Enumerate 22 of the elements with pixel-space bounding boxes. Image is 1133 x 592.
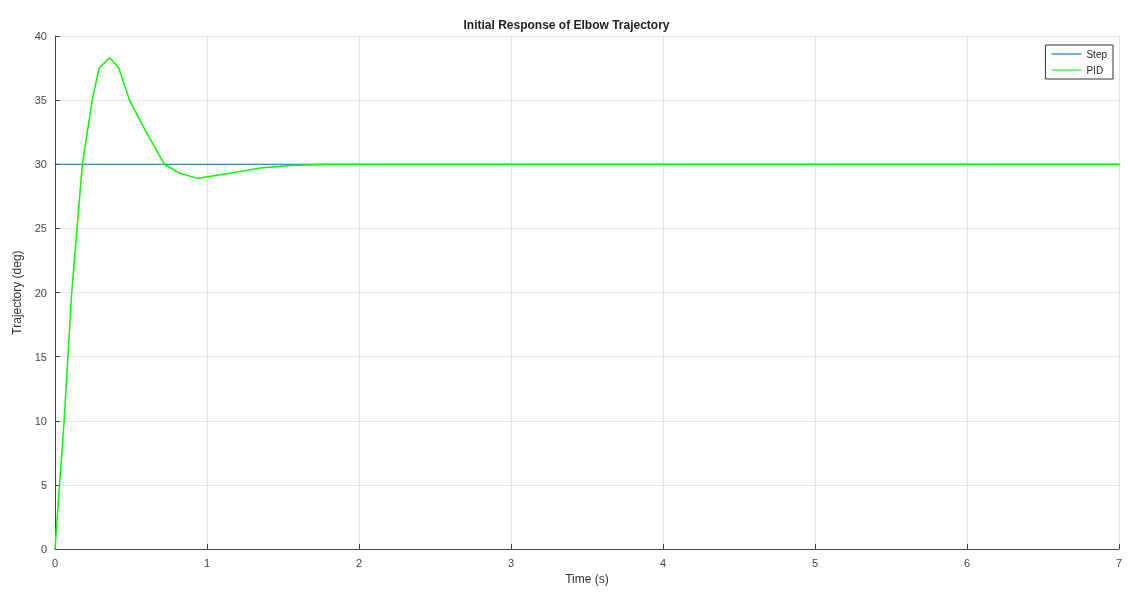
y-tick-label: 20 (34, 286, 47, 299)
x-tick-label: 5 (811, 556, 819, 569)
x-tick-label: 4 (659, 556, 667, 569)
y-tick-label: 10 (34, 414, 47, 427)
x-tick-label: 6 (963, 556, 971, 569)
y-tick-label: 5 (40, 478, 47, 491)
y-tick-label: 25 (34, 222, 47, 235)
y-tick-label: 35 (34, 94, 47, 107)
legend-label: Step (1086, 48, 1108, 60)
x-tick-label: 2 (355, 556, 363, 569)
y-axis-title: Trajectory (deg) (10, 250, 24, 335)
x-tick-label: 1 (203, 556, 211, 569)
x-tick-label: 3 (507, 556, 515, 569)
y-tick-label: 30 (34, 158, 47, 171)
x-tick-label: 7 (1115, 556, 1123, 569)
x-axis-title: Time (s) (565, 571, 609, 586)
y-tick-label: 40 (34, 30, 47, 42)
chart-title: Initial Response of Elbow Trajectory (463, 18, 670, 32)
y-tick-label: 0 (40, 543, 47, 555)
x-tick-label: 0 (51, 556, 59, 569)
y-tick-label: 15 (34, 350, 47, 363)
legend-label: PID (1086, 64, 1104, 76)
